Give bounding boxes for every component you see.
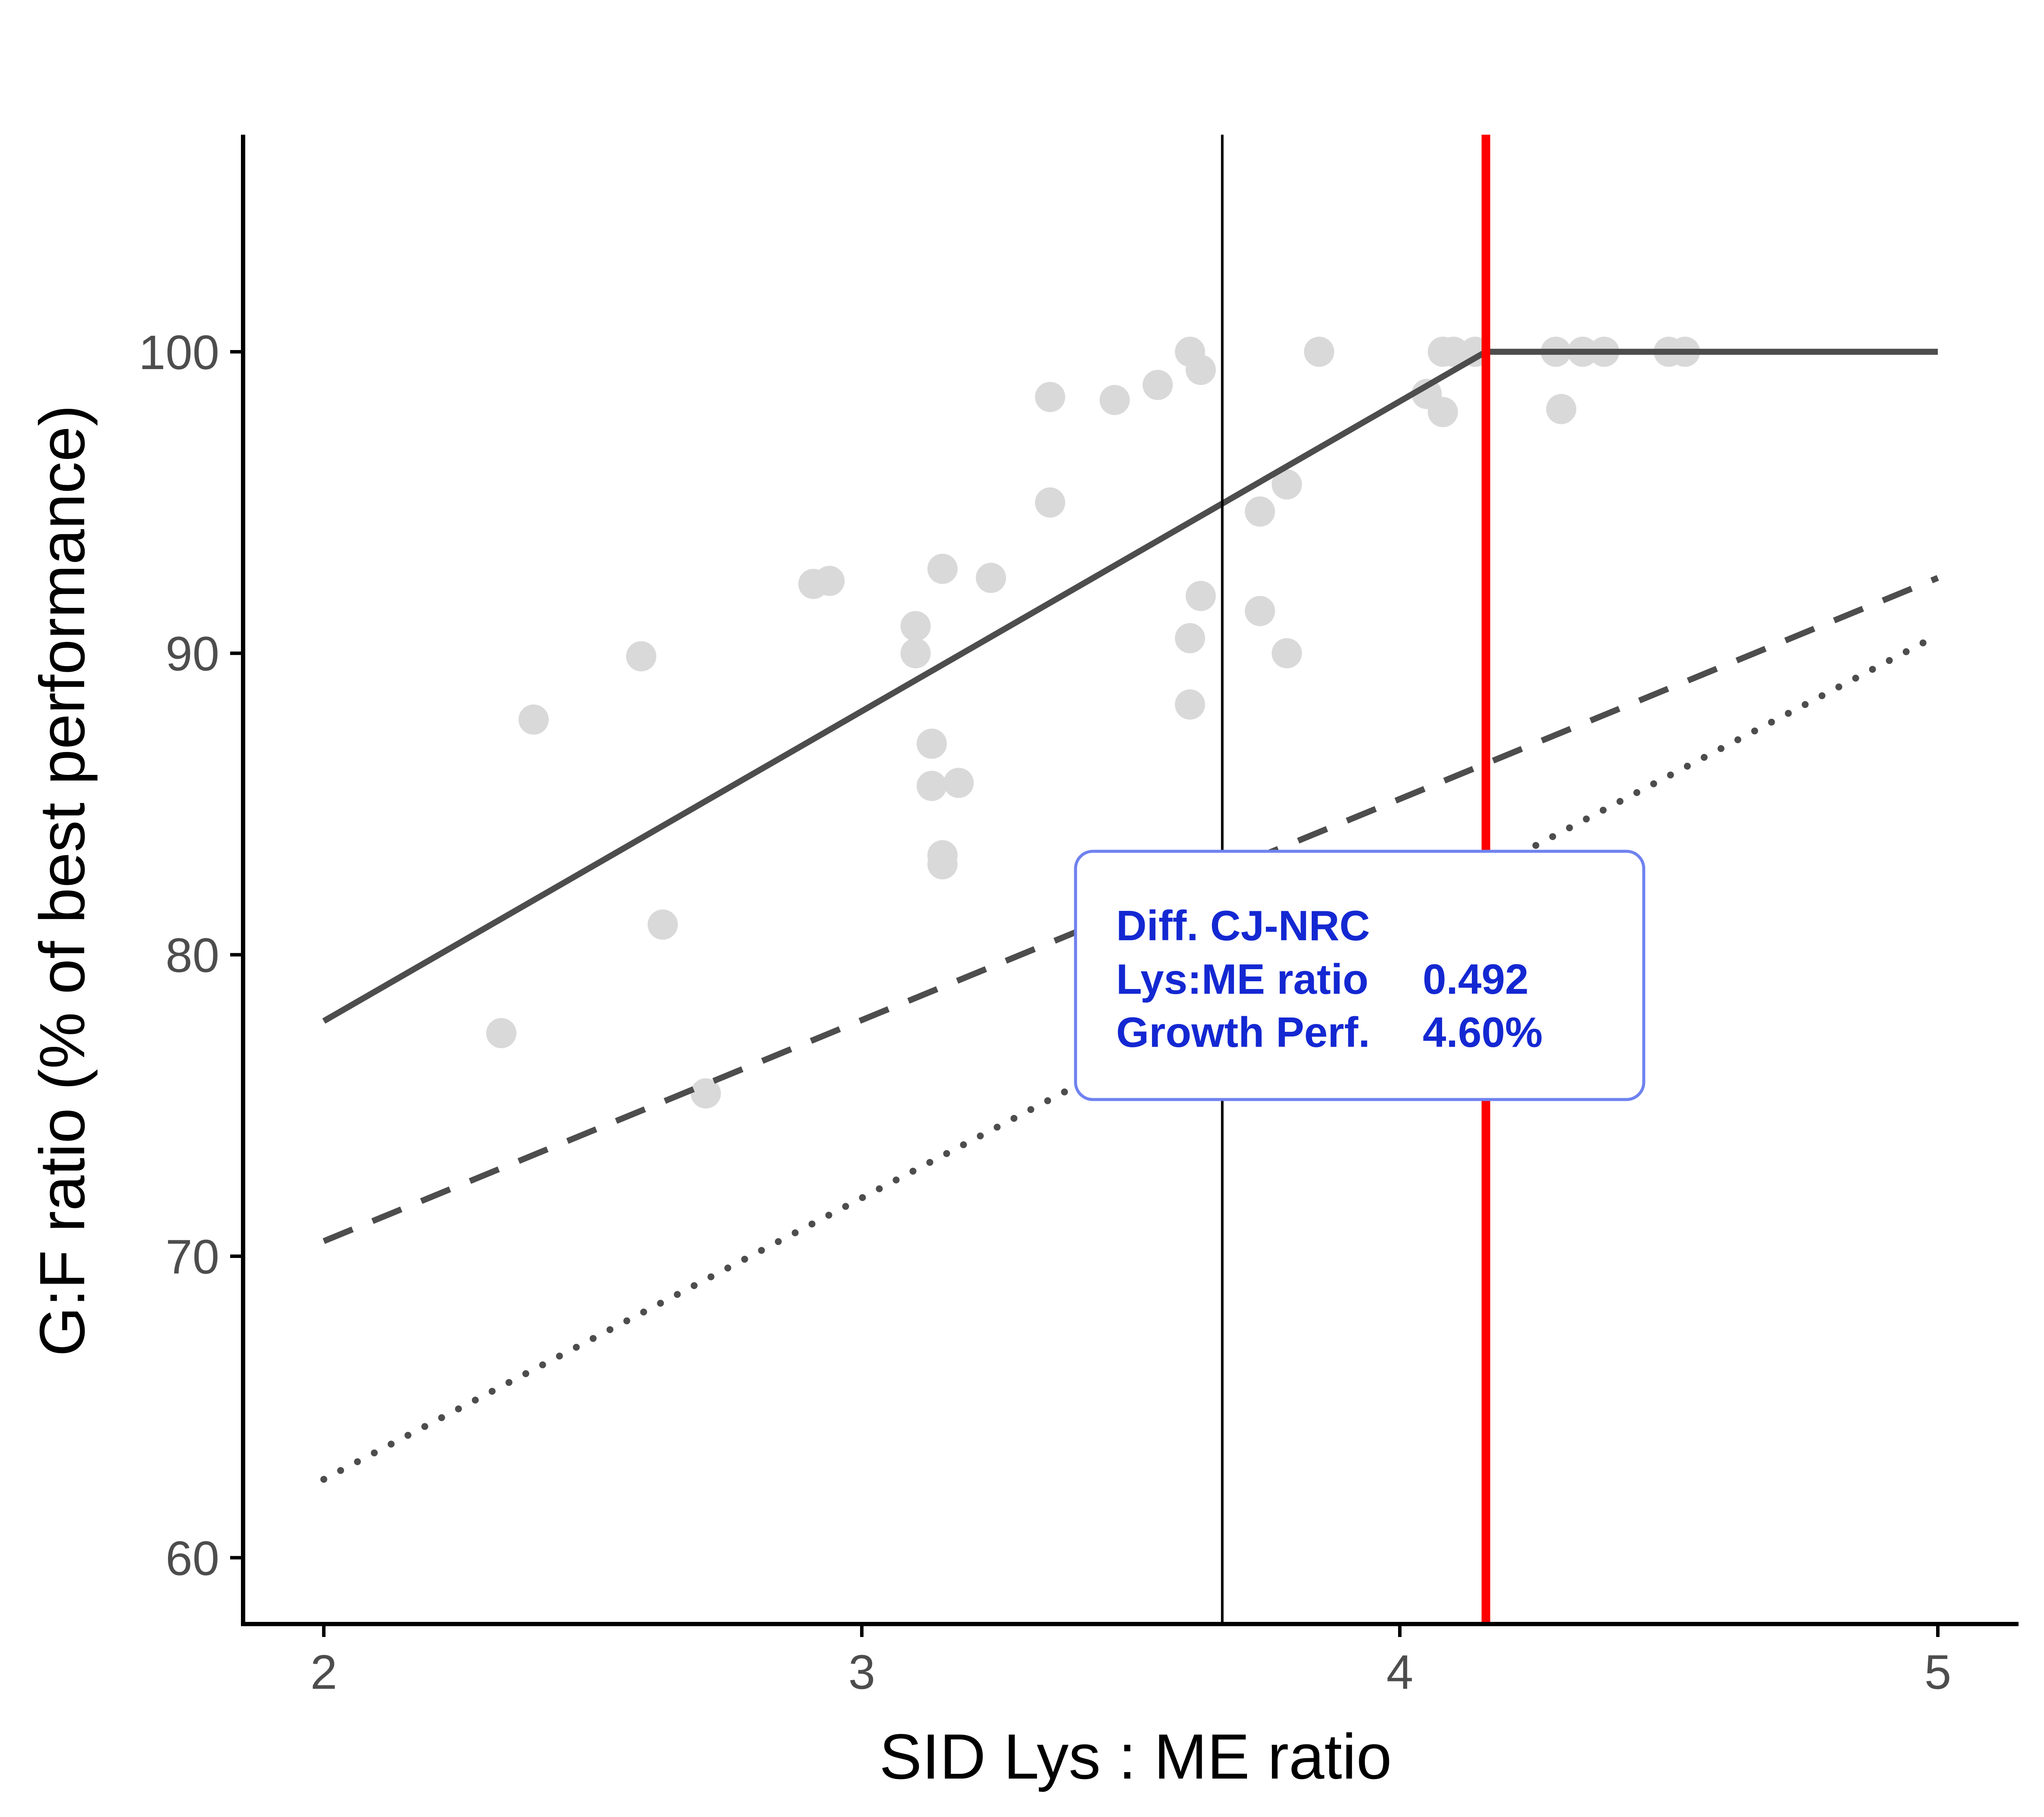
annotation-lys-value: 0.492	[1423, 955, 1528, 1003]
difference-annotation: Diff. CJ-NRC Lys:ME ratio 0.492 Growth P…	[1074, 850, 1645, 1101]
x-ticks: 2 3 4 5	[310, 1624, 1951, 1699]
y-tick-label: 100	[139, 325, 219, 379]
x-tick-label: 3	[848, 1645, 875, 1699]
data-point-14	[943, 768, 974, 798]
data-point-7	[900, 611, 931, 641]
x-tick-label: 2	[310, 1645, 337, 1699]
data-point-26	[1245, 596, 1275, 626]
y-tick-label: 90	[165, 627, 219, 681]
data-point-36	[1546, 394, 1576, 424]
data-point-29	[1304, 336, 1335, 367]
data-point-8	[900, 638, 931, 669]
y-tick-label: 60	[165, 1531, 219, 1585]
data-point-2	[626, 641, 657, 672]
annotation-growth-label: Growth Perf.	[1116, 1008, 1370, 1056]
x-tick-label: 4	[1386, 1645, 1413, 1699]
data-point-22	[1175, 623, 1206, 654]
y-axis-title: G:F ratio (% of best performance)	[27, 405, 98, 1356]
data-point-1	[518, 704, 549, 735]
data-point-9	[916, 728, 947, 759]
data-point-32	[1427, 397, 1458, 427]
data-point-13	[927, 849, 958, 880]
data-point-19	[1142, 370, 1173, 400]
annotation-title: Diff. CJ-NRC	[1116, 902, 1370, 949]
x-tick-label: 5	[1924, 1645, 1951, 1699]
annotation-lys-label: Lys:ME ratio	[1116, 955, 1368, 1003]
data-point-11	[927, 553, 958, 584]
data-point-28	[1272, 638, 1302, 669]
y-tick-label: 80	[165, 929, 219, 983]
data-point-23	[1175, 689, 1206, 720]
data-point-4	[690, 1078, 721, 1109]
data-point-10	[916, 771, 947, 801]
y-ticks: 60 70 80 90 100	[139, 325, 243, 1585]
data-point-18	[1099, 385, 1130, 415]
data-point-33	[1438, 336, 1469, 367]
data-point-17	[1035, 487, 1066, 518]
data-point-25	[1245, 496, 1275, 527]
data-point-27	[1272, 469, 1302, 500]
annotation-box	[1074, 850, 1645, 1101]
data-point-21	[1185, 354, 1216, 385]
data-point-16	[1035, 382, 1066, 412]
x-axis-title: SID Lys : ME ratio	[879, 1721, 1392, 1792]
data-point-6	[814, 566, 845, 596]
data-point-15	[976, 562, 1006, 593]
data-point-0	[486, 1018, 517, 1049]
y-tick-label: 70	[165, 1230, 219, 1284]
points-layer	[486, 336, 1700, 1109]
data-point-3	[647, 909, 678, 940]
data-point-24	[1185, 581, 1216, 611]
annotation-growth-value: 4.60%	[1423, 1008, 1543, 1056]
